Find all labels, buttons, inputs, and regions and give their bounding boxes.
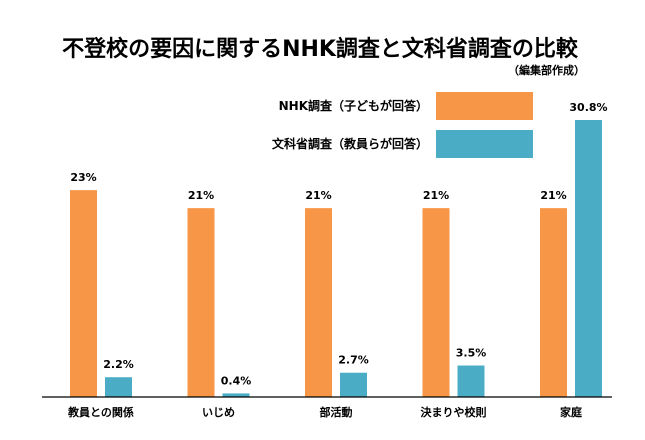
bar-nhk-1 <box>187 208 215 397</box>
bar-nhk-4 <box>540 208 567 397</box>
x-tick-label: 決まりや校則 <box>421 405 487 419</box>
legend-label-nhk: NHK調査（子どもが回答） <box>279 98 428 113</box>
data-label: 30.8% <box>569 101 607 114</box>
data-label: 3.5% <box>456 347 487 360</box>
legend-swatch-nhk <box>436 92 533 120</box>
data-label: 0.4% <box>221 374 252 387</box>
chart-title: 不登校の要因に関するNHK調査と文科省調査の比較 <box>62 36 579 62</box>
x-tick-label: いじめ <box>202 406 235 419</box>
bar-mext-3 <box>457 365 485 397</box>
bar-nhk-2 <box>305 208 332 397</box>
bar-nhk-0 <box>70 190 97 397</box>
data-label: 2.2% <box>103 358 134 371</box>
x-tick-label: 教員との関係 <box>67 405 134 419</box>
bar-mext-4 <box>575 120 602 397</box>
data-label: 2.7% <box>338 354 369 367</box>
data-label: 21% <box>188 189 214 202</box>
legend-swatch-mext <box>436 130 533 158</box>
x-tick-label: 部活動 <box>320 405 353 419</box>
data-label: 21% <box>540 189 566 202</box>
bar-mext-0 <box>105 377 132 397</box>
data-label: 21% <box>423 189 449 202</box>
legend: NHK調査（子どもが回答） 文科省調査（教員らが回答） <box>272 92 533 158</box>
x-tick-label: 家庭 <box>560 405 582 419</box>
data-label: 21% <box>305 189 331 202</box>
bar-mext-1 <box>222 393 250 397</box>
chart-subtitle: （編集部作成） <box>508 63 585 77</box>
bar-nhk-3 <box>422 208 450 397</box>
data-label: 23% <box>70 171 96 184</box>
legend-label-mext: 文科省調査（教員らが回答） <box>272 136 428 151</box>
bar-mext-2 <box>340 372 367 397</box>
